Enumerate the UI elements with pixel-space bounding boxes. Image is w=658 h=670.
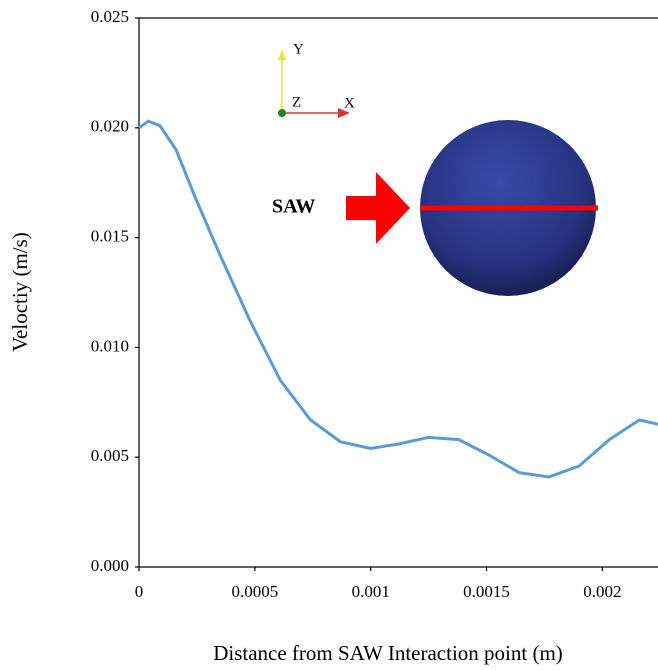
x-tick-label: 0.0015 [463,582,510,601]
chart: Distance from SAW Interaction point (m) … [0,0,658,670]
x-tick-label: 0 [135,582,144,601]
x-tick-label: 0.002 [583,582,621,601]
origin-glyph [278,109,286,117]
x-axis-label: Distance from SAW Interaction point (m) [213,641,563,665]
x-tick-label: 0.0005 [231,582,278,601]
y-tick-label: 0.010 [91,336,129,355]
inset-label: Y [293,41,304,57]
y-arrow-glyph [278,50,286,60]
y-tick-label: 0.000 [91,556,129,575]
inset-illustration [278,50,598,296]
y-tick-label: 0.020 [91,117,129,136]
y-tick-label: 0.005 [91,446,129,465]
y-axis-label: Veloctiy (m/s) [8,232,32,352]
inset-label: Z [292,94,301,110]
inset-label: SAW [272,196,315,218]
x-tick-label: 0.001 [352,582,390,601]
inset-label: X [344,95,355,111]
saw-arrow [346,172,410,244]
y-tick-label: 0.015 [91,227,129,246]
y-tick-label: 0.025 [91,7,129,26]
